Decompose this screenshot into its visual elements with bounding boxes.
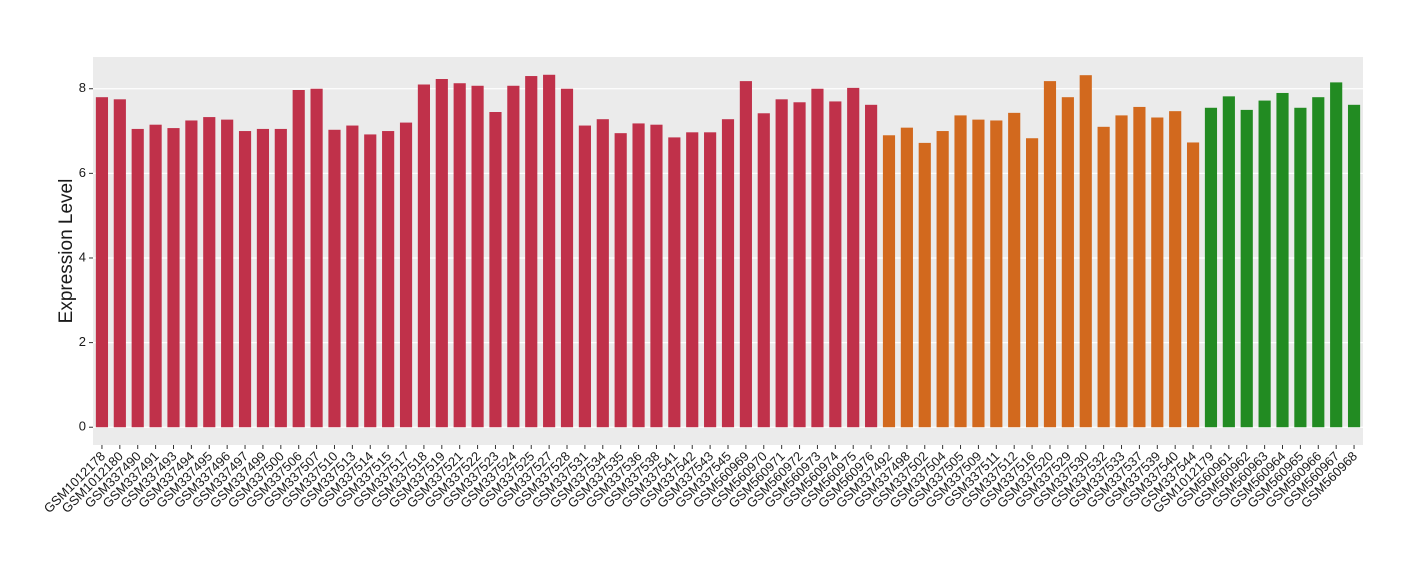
- bar: [1204, 107, 1218, 428]
- bar: [113, 99, 126, 428]
- bar: [1169, 111, 1182, 428]
- bar: [1026, 138, 1039, 428]
- bar: [435, 79, 448, 428]
- bar: [95, 97, 109, 428]
- bar: [1240, 109, 1253, 428]
- y-tick-label: 8: [79, 80, 86, 95]
- bar: [560, 88, 574, 428]
- bar: [471, 85, 484, 428]
- bar: [1115, 115, 1128, 428]
- bar: [167, 128, 180, 428]
- y-tick-label: 4: [79, 249, 86, 264]
- bar: [936, 131, 949, 428]
- bar: [954, 115, 967, 428]
- bar: [131, 128, 144, 428]
- bar: [1276, 92, 1289, 428]
- bar: [310, 88, 323, 428]
- bar: [203, 117, 216, 428]
- bar: [238, 131, 252, 428]
- bar: [1222, 96, 1235, 428]
- bar: [1294, 107, 1307, 428]
- bar: [292, 90, 305, 428]
- bar: [793, 102, 806, 428]
- bar: [972, 119, 985, 428]
- bar: [1186, 142, 1200, 428]
- bar: [346, 125, 359, 428]
- bar: [686, 132, 699, 428]
- bar: [185, 120, 198, 428]
- bar: [382, 131, 395, 428]
- y-tick-label: 2: [79, 334, 86, 349]
- bar: [1097, 126, 1110, 428]
- bar: [489, 112, 502, 428]
- bar: [1043, 81, 1057, 428]
- bar: [1151, 117, 1164, 428]
- bar: [221, 119, 234, 428]
- bar: [739, 81, 752, 428]
- bar: [1079, 75, 1092, 428]
- bar: [900, 127, 913, 428]
- bar: [632, 123, 645, 428]
- bar: [668, 137, 681, 428]
- bar: [1258, 100, 1271, 428]
- bar: [1312, 97, 1325, 428]
- bar: [865, 104, 878, 428]
- bar: [417, 84, 430, 428]
- bar: [757, 113, 770, 428]
- bar: [847, 87, 860, 428]
- bar: [543, 74, 556, 428]
- y-axis-title: Expression Level: [56, 179, 77, 324]
- bar: [918, 142, 931, 428]
- bar: [990, 120, 1003, 428]
- bar: [1008, 112, 1021, 428]
- bar: [149, 124, 162, 428]
- bar: [614, 133, 627, 428]
- bar: [525, 76, 538, 428]
- y-tick-label: 0: [79, 419, 86, 434]
- bar: [399, 122, 413, 428]
- bar: [578, 125, 591, 428]
- bar: [596, 119, 609, 428]
- bar: [507, 85, 520, 428]
- bar: [704, 132, 717, 428]
- bar: [328, 129, 341, 428]
- bar: [453, 83, 466, 428]
- bar: [274, 128, 287, 428]
- bar: [1133, 106, 1146, 428]
- bar: [775, 99, 788, 428]
- bar: [364, 134, 377, 428]
- bar: [721, 119, 735, 428]
- bar: [882, 135, 896, 428]
- bar: [811, 88, 824, 428]
- bar: [829, 101, 842, 428]
- y-tick-label: 6: [79, 165, 86, 180]
- bar: [650, 124, 663, 428]
- bar: [1347, 104, 1361, 428]
- bar: [1061, 97, 1074, 428]
- bar: [1330, 82, 1343, 428]
- bar: [256, 128, 270, 428]
